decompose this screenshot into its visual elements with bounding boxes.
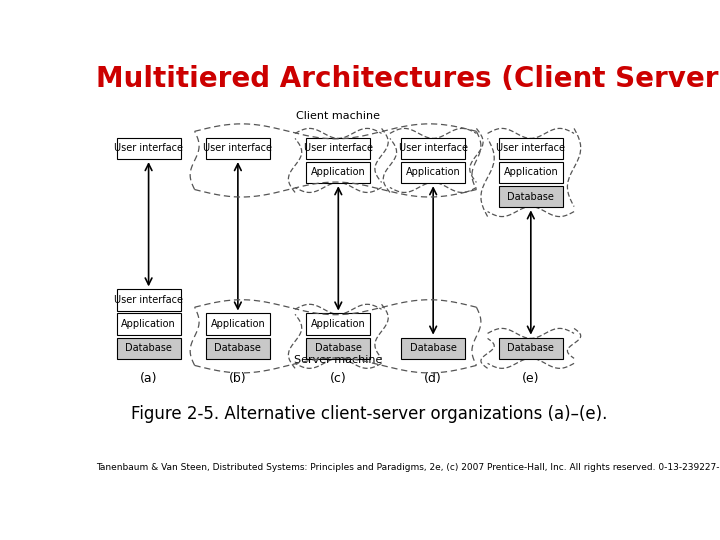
- Text: Client machine: Client machine: [297, 111, 380, 121]
- Text: (a): (a): [140, 372, 158, 385]
- Text: Tanenbaum & Van Steen, Distributed Systems: Principles and Paradigms, 2e, (c) 20: Tanenbaum & Van Steen, Distributed Syste…: [96, 463, 720, 472]
- FancyBboxPatch shape: [117, 138, 181, 159]
- Text: Server machine: Server machine: [294, 355, 382, 365]
- FancyBboxPatch shape: [499, 186, 563, 207]
- Text: Application: Application: [311, 167, 366, 178]
- Text: Database: Database: [410, 343, 456, 353]
- FancyBboxPatch shape: [401, 138, 465, 159]
- Text: Database: Database: [215, 343, 261, 353]
- Text: Application: Application: [121, 319, 176, 329]
- Text: Application: Application: [503, 167, 558, 178]
- Text: Database: Database: [315, 343, 361, 353]
- FancyBboxPatch shape: [206, 138, 270, 159]
- FancyBboxPatch shape: [206, 338, 270, 359]
- Text: Application: Application: [210, 319, 265, 329]
- FancyBboxPatch shape: [306, 338, 370, 359]
- FancyBboxPatch shape: [499, 138, 563, 159]
- Text: User interface: User interface: [114, 144, 183, 153]
- Text: Application: Application: [311, 319, 366, 329]
- Text: Database: Database: [508, 192, 554, 201]
- Text: (b): (b): [229, 372, 247, 385]
- Text: User interface: User interface: [399, 144, 468, 153]
- FancyBboxPatch shape: [306, 313, 370, 335]
- FancyBboxPatch shape: [401, 338, 465, 359]
- Text: Database: Database: [508, 343, 554, 353]
- Text: (c): (c): [330, 372, 347, 385]
- Text: User interface: User interface: [304, 144, 373, 153]
- Text: Application: Application: [406, 167, 461, 178]
- FancyBboxPatch shape: [306, 161, 370, 183]
- Text: User interface: User interface: [114, 295, 183, 305]
- Text: User interface: User interface: [203, 144, 272, 153]
- FancyBboxPatch shape: [117, 338, 181, 359]
- Text: Figure 2-5. Alternative client-server organizations (a)–(e).: Figure 2-5. Alternative client-server or…: [131, 405, 607, 423]
- Text: (d): (d): [424, 372, 442, 385]
- FancyBboxPatch shape: [401, 161, 465, 183]
- Text: User interface: User interface: [496, 144, 565, 153]
- Text: Multitiered Architectures (Client Server): Multitiered Architectures (Client Server…: [96, 65, 720, 93]
- FancyBboxPatch shape: [117, 289, 181, 311]
- Text: Database: Database: [125, 343, 172, 353]
- FancyBboxPatch shape: [499, 161, 563, 183]
- FancyBboxPatch shape: [499, 338, 563, 359]
- FancyBboxPatch shape: [117, 313, 181, 335]
- Text: (e): (e): [522, 372, 539, 385]
- FancyBboxPatch shape: [306, 138, 370, 159]
- FancyBboxPatch shape: [206, 313, 270, 335]
